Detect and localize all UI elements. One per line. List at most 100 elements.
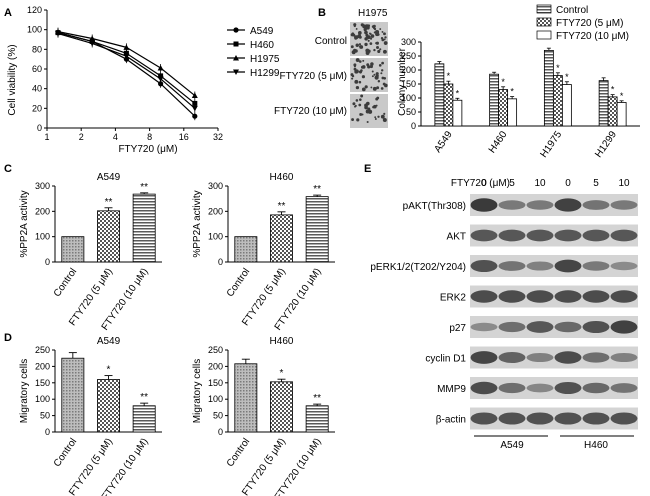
blot-row-label: ERK2 bbox=[440, 293, 467, 304]
bar-2 bbox=[132, 405, 156, 433]
y-tick-label: 40 bbox=[32, 84, 42, 94]
legend-swatch bbox=[536, 17, 552, 27]
bar-a549-2 bbox=[452, 99, 463, 127]
panel-d-a549-chart: A549 Migratory cells 0 50 100 150 200 250 Contro… bbox=[19, 336, 162, 496]
x-tick-label: 2 bbox=[79, 132, 84, 142]
y-tick-label: 0 bbox=[45, 257, 50, 267]
colony-dot bbox=[355, 99, 359, 102]
colony-dot bbox=[357, 31, 362, 35]
bar-h1975-0 bbox=[543, 50, 554, 127]
colony-dot bbox=[370, 34, 375, 38]
colony-dot bbox=[358, 43, 362, 46]
lane-label: 5 bbox=[509, 178, 515, 189]
chart-title: A549 bbox=[97, 336, 121, 347]
colony-dot bbox=[370, 62, 374, 66]
series-point bbox=[191, 92, 198, 99]
blot-band bbox=[470, 198, 498, 212]
blot-band bbox=[498, 290, 526, 303]
x-tick-label: H1299 bbox=[593, 129, 619, 160]
series-point bbox=[191, 105, 198, 112]
legend-label-a549: A549 bbox=[250, 26, 274, 37]
lane-label: 0 bbox=[481, 178, 487, 189]
y-tick-label: 0 bbox=[37, 123, 42, 133]
colony-dot bbox=[364, 42, 368, 47]
blot-band bbox=[498, 382, 526, 394]
colony-dot bbox=[381, 38, 385, 42]
lane-label: 0 bbox=[565, 178, 571, 189]
bar-h1975-2 bbox=[561, 84, 572, 127]
colony-dot bbox=[379, 28, 382, 31]
colony-dot bbox=[359, 45, 364, 49]
blot-band bbox=[526, 290, 554, 303]
chart-title: H460 bbox=[270, 336, 294, 347]
lane-label: 10 bbox=[618, 178, 630, 189]
panel-c-a549-chart: A549%PP2A activity0100200300Control**FTY… bbox=[19, 172, 162, 333]
colony-dot bbox=[369, 42, 373, 45]
colony-dot bbox=[381, 31, 384, 33]
blot-band bbox=[498, 321, 526, 333]
blot-band bbox=[554, 381, 582, 395]
colony-dot bbox=[351, 118, 354, 121]
blot-band bbox=[554, 412, 582, 425]
panel-b-colony-chart: H1975 Control FTY720 (5 μM) FTY720 (10 μ… bbox=[274, 4, 640, 160]
x-tick-label: 8 bbox=[147, 132, 152, 142]
x-tick-label: Control bbox=[52, 436, 80, 469]
blot-band bbox=[554, 351, 582, 364]
blot-band bbox=[526, 352, 554, 363]
blot-band bbox=[610, 261, 638, 271]
bar-2 bbox=[305, 405, 329, 433]
colony-dot bbox=[384, 83, 388, 88]
y-tick-label: 80 bbox=[32, 44, 42, 54]
blot-band bbox=[526, 229, 554, 242]
lane-label: 5 bbox=[593, 178, 599, 189]
colony-dot bbox=[381, 61, 384, 65]
blot-band bbox=[498, 261, 526, 271]
bar-0 bbox=[234, 236, 258, 263]
y-axis-label: Migratory cells bbox=[192, 359, 203, 423]
blot-band bbox=[470, 290, 498, 303]
blot-band bbox=[554, 229, 582, 242]
x-tick-label: 4 bbox=[113, 132, 118, 142]
y-tick-label: 60 bbox=[32, 64, 42, 74]
colony-dot bbox=[371, 70, 374, 73]
blot-strip bbox=[470, 377, 638, 399]
colony-dot bbox=[360, 94, 364, 98]
bar-h1975-1 bbox=[552, 75, 563, 127]
panel-label-c: C bbox=[4, 163, 12, 175]
y-tick-label: 0 bbox=[411, 121, 416, 131]
colony-dot bbox=[366, 63, 370, 67]
blot-band bbox=[470, 322, 498, 332]
y-tick-label: 50 bbox=[213, 411, 223, 421]
colony-dot bbox=[375, 32, 380, 37]
bar-2 bbox=[132, 193, 156, 263]
y-tick-label: 250 bbox=[208, 345, 223, 355]
y-tick-label: 120 bbox=[27, 5, 42, 15]
blot-band bbox=[582, 290, 610, 303]
y-tick-label: 100 bbox=[35, 232, 50, 242]
colony-dot bbox=[353, 24, 356, 28]
significance-mark: * bbox=[456, 88, 460, 98]
legend-label: FTY720 (5 μM) bbox=[556, 18, 623, 29]
panel-label-a: A bbox=[4, 7, 12, 19]
series-point bbox=[233, 69, 239, 75]
series-point bbox=[89, 40, 96, 47]
colony-dot bbox=[365, 48, 369, 53]
x-tick-label: H460 bbox=[487, 129, 510, 155]
series-line-h1975 bbox=[57, 31, 196, 97]
colony-dot bbox=[351, 77, 354, 80]
legend-label-h1975: H1975 bbox=[250, 54, 280, 65]
bar-0 bbox=[61, 236, 85, 263]
panel-label-b: B bbox=[318, 7, 326, 19]
legend-swatch bbox=[536, 30, 552, 40]
significance-mark: ** bbox=[313, 184, 321, 195]
colony-dot bbox=[359, 113, 363, 116]
series-point bbox=[192, 113, 198, 119]
colony-dot bbox=[366, 120, 369, 123]
colony-dot bbox=[382, 49, 387, 54]
bar-1 bbox=[270, 214, 293, 263]
colony-dot bbox=[357, 34, 362, 38]
colony-dot bbox=[367, 107, 371, 111]
colony-dot bbox=[364, 24, 370, 29]
x-tick-label: 1 bbox=[44, 132, 49, 142]
colony-dot bbox=[375, 72, 379, 76]
